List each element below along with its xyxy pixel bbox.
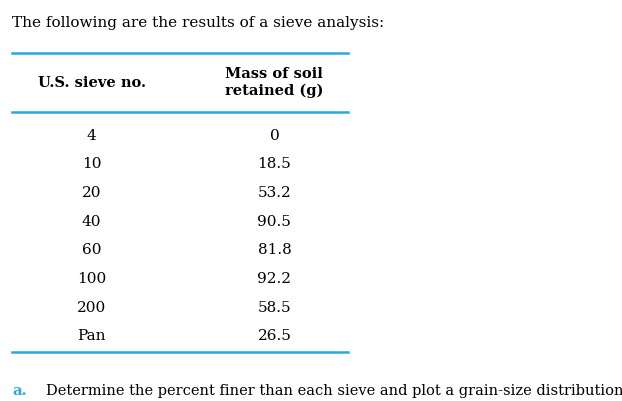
Text: 0: 0 (269, 129, 279, 143)
Text: 10: 10 (82, 157, 101, 171)
Text: The following are the results of a sieve analysis:: The following are the results of a sieve… (12, 16, 384, 30)
Text: 90.5: 90.5 (258, 215, 291, 229)
Text: 58.5: 58.5 (258, 301, 291, 315)
Text: Determine the percent finer than each sieve and plot a grain-size distribution
c: Determine the percent finer than each si… (46, 384, 622, 401)
Text: retained (g): retained (g) (225, 84, 323, 99)
Text: 20: 20 (82, 186, 101, 200)
Text: 100: 100 (77, 272, 106, 286)
Text: 40: 40 (82, 215, 101, 229)
Text: Pan: Pan (77, 330, 106, 344)
Text: a.: a. (12, 384, 27, 398)
Text: 81.8: 81.8 (258, 243, 291, 257)
Text: U.S. sieve no.: U.S. sieve no. (37, 76, 146, 89)
Text: 18.5: 18.5 (258, 157, 291, 171)
Text: 60: 60 (82, 243, 101, 257)
Text: 26.5: 26.5 (258, 330, 291, 344)
Text: 200: 200 (77, 301, 106, 315)
Text: 92.2: 92.2 (258, 272, 292, 286)
Text: 4: 4 (86, 129, 96, 143)
Text: Mass of soil: Mass of soil (226, 67, 323, 81)
Text: 53.2: 53.2 (258, 186, 291, 200)
